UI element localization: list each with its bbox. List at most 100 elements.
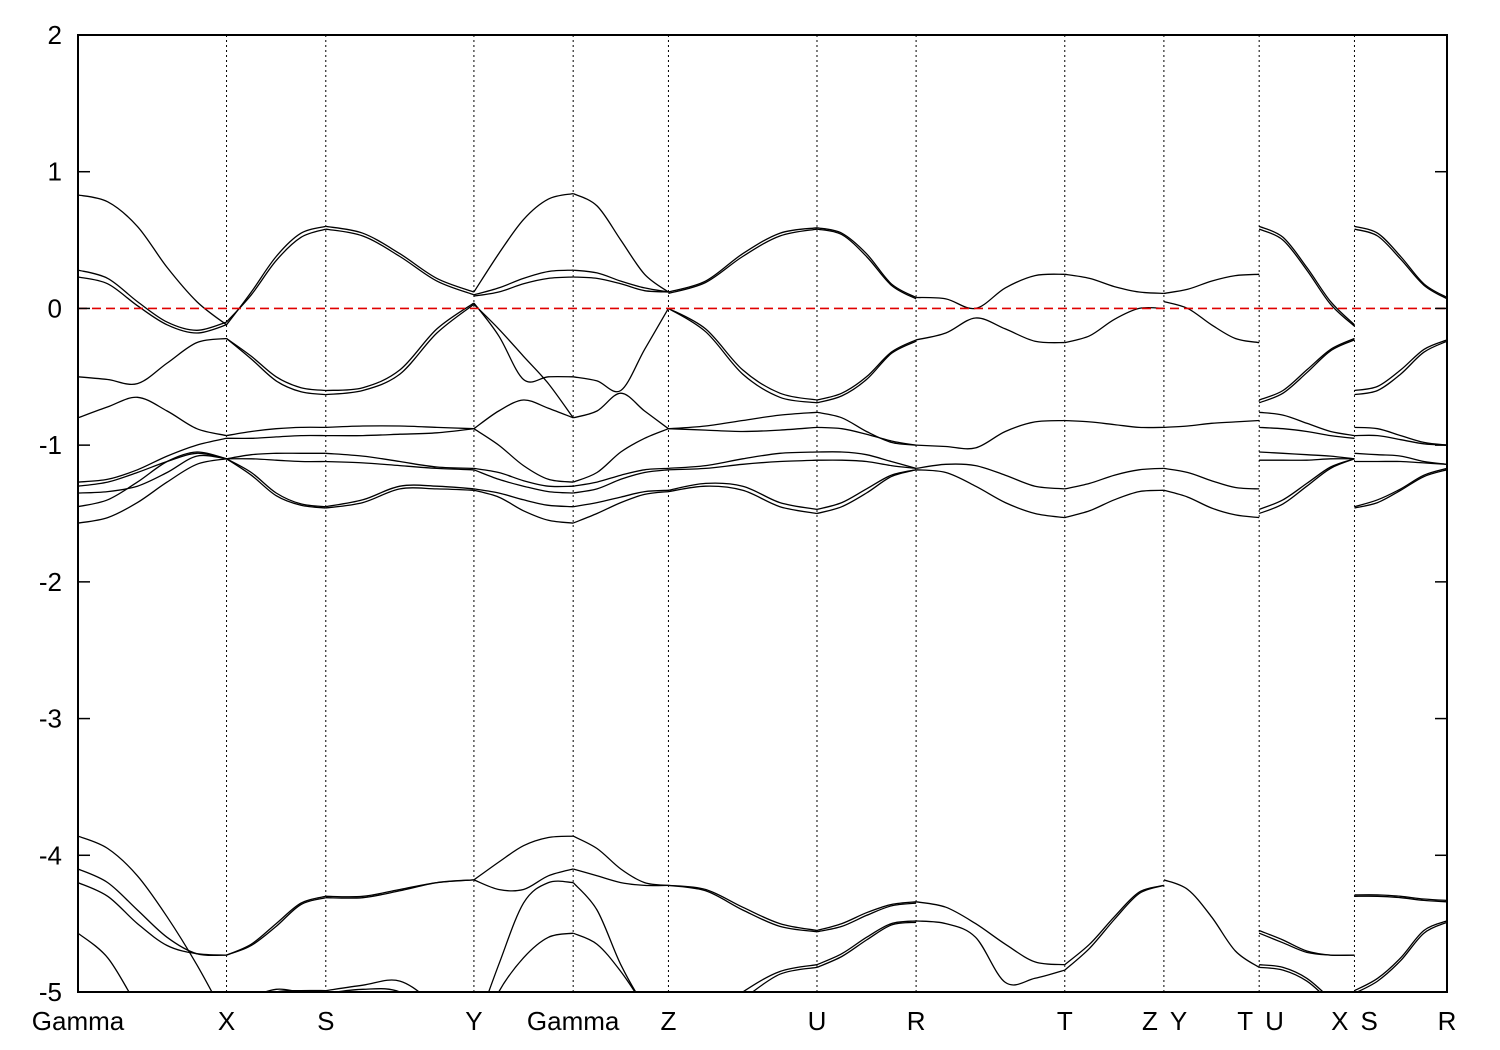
band-line	[916, 920, 1065, 986]
band-line	[78, 452, 227, 487]
band-line	[78, 276, 227, 334]
y-tick-label: 1	[48, 157, 62, 187]
y-axis-tick-labels: -5 -4 -3 -2 -1 0 1 2	[39, 20, 62, 1007]
band-line	[226, 337, 326, 396]
band-line	[1064, 467, 1164, 490]
kpoint-label: Gamma	[527, 1006, 620, 1036]
band-line	[263, 988, 311, 992]
band-line	[1258, 929, 1355, 957]
kpoint-label: X	[1331, 1006, 1348, 1036]
band-line	[325, 302, 475, 392]
band-line	[1354, 339, 1447, 392]
band-line	[816, 469, 917, 511]
band-line	[473, 303, 574, 419]
band-line	[1354, 460, 1447, 465]
band-line	[1259, 426, 1355, 439]
band-line	[816, 920, 917, 966]
band-line	[816, 902, 917, 933]
band-line	[573, 868, 669, 887]
band-line	[1258, 458, 1355, 511]
band-line	[487, 880, 574, 992]
y-tick-label: -5	[39, 977, 62, 1007]
band-line	[325, 487, 474, 509]
band-line	[668, 426, 818, 433]
kpoint-divider-lines	[226, 35, 1355, 992]
band-line	[78, 458, 227, 524]
kpoint-label: S	[1360, 1006, 1377, 1036]
kpoint-label: T	[1057, 1006, 1073, 1036]
band-line	[572, 932, 636, 992]
band-line	[325, 225, 475, 293]
band-line	[1163, 273, 1260, 295]
band-line	[816, 411, 917, 446]
band-line	[78, 194, 227, 326]
band-line	[226, 228, 327, 323]
y-axis-ticks	[78, 34, 1447, 993]
band-line	[573, 308, 669, 393]
band-line	[325, 879, 474, 898]
band-line	[325, 428, 474, 437]
band-line	[325, 460, 474, 471]
band-line	[1064, 884, 1165, 966]
band-line	[78, 396, 227, 437]
band-line	[1064, 489, 1164, 519]
band-line	[816, 340, 917, 404]
band-line	[1064, 884, 1165, 971]
band-line	[668, 485, 818, 515]
kpoint-label: U	[808, 1006, 827, 1036]
band-line	[1258, 225, 1355, 326]
kpoint-label: U	[1265, 1006, 1284, 1036]
band-line	[325, 303, 475, 396]
band-lines	[78, 192, 1447, 992]
band-line	[1354, 895, 1447, 903]
kpoint-label: S	[317, 1006, 334, 1036]
band-line	[1354, 225, 1447, 299]
band-line	[1258, 228, 1355, 327]
band-line	[668, 459, 818, 471]
band-line	[473, 489, 574, 524]
band-line	[1259, 411, 1355, 437]
band-line	[226, 458, 326, 508]
band-line	[668, 451, 818, 470]
band-line	[226, 895, 326, 956]
band-line	[226, 452, 326, 460]
band-line	[1355, 921, 1447, 992]
band-line	[816, 228, 917, 300]
band-line	[916, 463, 1065, 490]
band-line	[916, 273, 1065, 310]
band-line	[226, 337, 326, 392]
band-line	[226, 434, 326, 440]
band-line	[473, 488, 574, 508]
band-line	[78, 932, 130, 992]
band-line	[573, 469, 669, 494]
band-line	[1064, 273, 1164, 295]
kpoint-label: R	[907, 1006, 926, 1036]
band-line	[78, 835, 213, 992]
band-line	[816, 459, 917, 470]
band-line	[668, 411, 818, 430]
y-tick-label: -2	[39, 567, 62, 597]
band-line	[497, 932, 574, 992]
band-line	[1354, 228, 1447, 300]
band-line	[816, 901, 917, 932]
band-line	[473, 868, 574, 892]
band-line	[1259, 966, 1321, 992]
band-line	[1258, 339, 1355, 404]
band-line	[668, 884, 818, 932]
band-line	[325, 484, 474, 508]
band-line	[668, 884, 818, 933]
band-line	[572, 193, 669, 293]
band-line	[1258, 458, 1355, 515]
band-line	[473, 835, 574, 881]
band-line	[816, 339, 917, 401]
band-line	[473, 269, 574, 296]
band-line	[325, 228, 475, 296]
y-tick-label: -3	[39, 704, 62, 734]
band-line	[1163, 467, 1260, 490]
kpoint-label: Y	[1170, 1006, 1187, 1036]
band-line	[668, 227, 818, 293]
band-line	[668, 482, 818, 511]
band-line	[1064, 306, 1164, 344]
band-line	[473, 192, 574, 293]
